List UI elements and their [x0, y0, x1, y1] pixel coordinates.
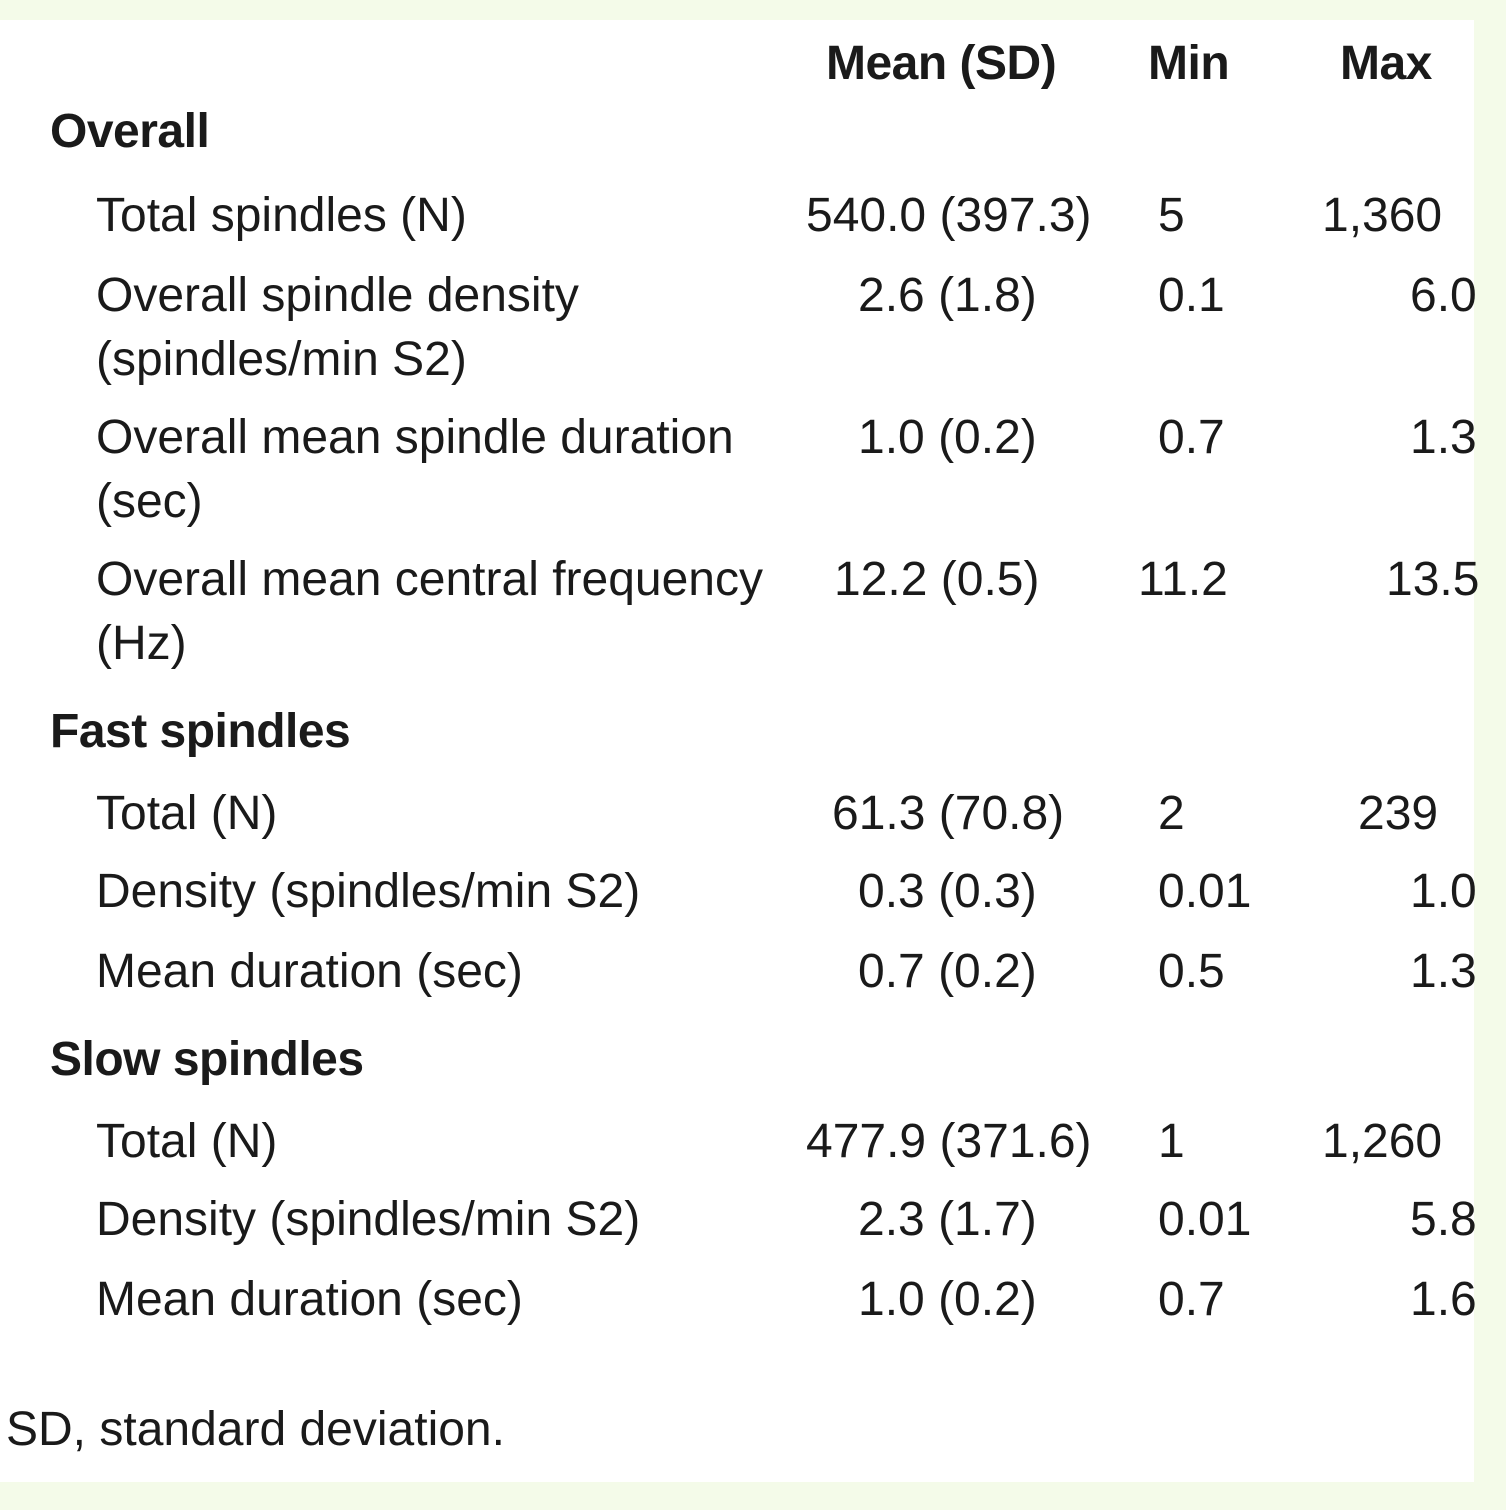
- row-mean-sd: 12.2 (0.5): [834, 553, 1040, 606]
- row-mean-sd: 1.0 (0.2): [858, 411, 1037, 464]
- row-label: Total (N): [96, 787, 278, 840]
- section-title-slow-spindles: Slow spindles: [50, 1033, 364, 1086]
- row-label: Overall mean central frequency (Hz): [96, 553, 763, 670]
- table-footnote: SD, standard deviation.: [6, 1403, 505, 1456]
- row-mean-sd: 0.3 (0.3): [858, 865, 1037, 918]
- row-max: 1.3: [1410, 411, 1477, 464]
- row-label: Total (N): [96, 1115, 278, 1168]
- row-label: Mean duration (sec): [96, 945, 523, 998]
- row-mean-sd: 540.0 (397.3): [806, 189, 1092, 242]
- column-header-min: Min: [1148, 37, 1230, 90]
- row-label: Total spindles (N): [96, 189, 467, 242]
- row-min: 0.7: [1158, 411, 1225, 464]
- row-mean-sd: 0.7 (0.2): [858, 945, 1037, 998]
- row-min: 0.1: [1158, 269, 1225, 322]
- row-label: Mean duration (sec): [96, 1273, 523, 1326]
- row-max: 6.0: [1410, 269, 1477, 322]
- row-max: 1,260: [1322, 1115, 1443, 1168]
- column-header-max: Max: [1340, 37, 1432, 90]
- row-label: Density (spindles/min S2): [96, 865, 641, 918]
- row-min: 0.01: [1158, 865, 1252, 918]
- row-mean-sd: 1.0 (0.2): [858, 1273, 1037, 1326]
- row-mean-sd: 2.3 (1.7): [858, 1193, 1037, 1246]
- row-max: 1.6: [1410, 1273, 1477, 1326]
- row-max: 5.8: [1410, 1193, 1477, 1246]
- row-max: 13.5: [1386, 553, 1480, 606]
- row-label: Overall mean spindle duration (sec): [96, 411, 734, 528]
- row-mean-sd: 2.6 (1.8): [858, 269, 1037, 322]
- section-title-fast-spindles: Fast spindles: [50, 705, 351, 758]
- spindle-statistics-table: Mean (SD) Min Max Overall Total spindles…: [0, 20, 1479, 1482]
- row-min: 1: [1158, 1115, 1185, 1168]
- row-label: Overall spindle density (spindles/min S2…: [96, 269, 579, 386]
- row-min: 0.5: [1158, 945, 1225, 998]
- column-header-mean-sd: Mean (SD): [826, 37, 1057, 90]
- section-title-overall: Overall: [50, 105, 210, 158]
- row-min: 0.7: [1158, 1273, 1225, 1326]
- row-max: 239: [1358, 787, 1439, 840]
- row-min: 5: [1158, 189, 1185, 242]
- row-min: 0.01: [1158, 1193, 1252, 1246]
- row-mean-sd: 477.9 (371.6): [806, 1115, 1092, 1168]
- row-min: 11.2: [1138, 553, 1228, 606]
- row-max: 1.3: [1410, 945, 1477, 998]
- row-min: 2: [1158, 787, 1185, 840]
- row-max: 1,360: [1322, 189, 1443, 242]
- row-max: 1.0: [1410, 865, 1477, 918]
- row-label: Density (spindles/min S2): [96, 1193, 641, 1246]
- row-mean-sd: 61.3 (70.8): [832, 787, 1065, 840]
